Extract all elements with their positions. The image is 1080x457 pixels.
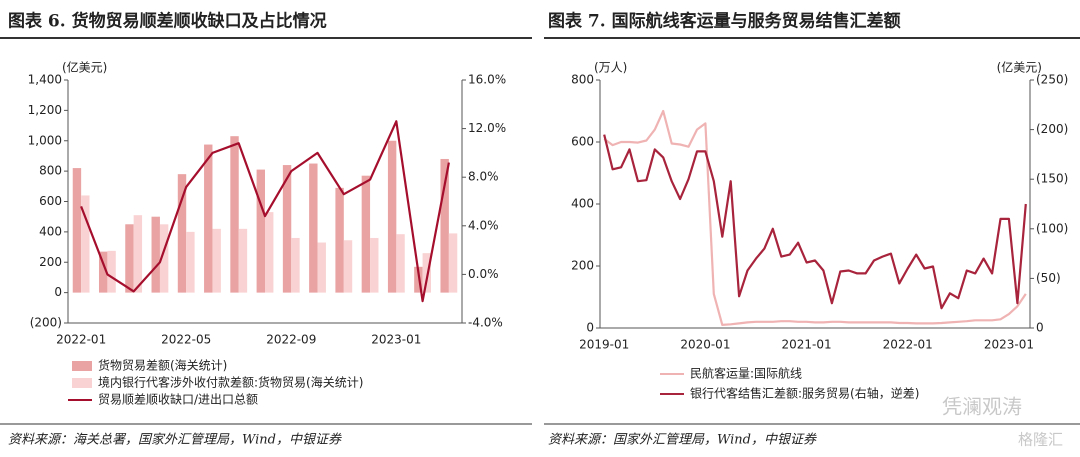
bar bbox=[265, 212, 274, 293]
y-tick-label: 400 bbox=[39, 224, 62, 238]
x-tick-label: 2020-01 bbox=[680, 338, 730, 352]
source: 资料来源：国家外汇管理局，Wind，中银证券 bbox=[548, 432, 817, 448]
watermark: 凭澜观涛 bbox=[942, 395, 1022, 419]
bar bbox=[335, 187, 344, 293]
bar bbox=[309, 163, 318, 293]
x-tick-label: 2019-01 bbox=[579, 338, 629, 352]
bar bbox=[212, 228, 221, 293]
y-tick-label: 0 bbox=[586, 321, 594, 335]
x-tick-label: 2022-01 bbox=[883, 338, 933, 352]
bar bbox=[291, 237, 300, 293]
line bbox=[80, 120, 450, 303]
x-tick-label: 2022-09 bbox=[266, 333, 316, 347]
line bbox=[603, 109, 1027, 326]
y2-tick-label: 16.0% bbox=[468, 73, 506, 87]
legend-label: 贸易顺差顺收缺口/进出口总额 bbox=[98, 392, 258, 407]
x-tick-label: 2023-01 bbox=[371, 333, 421, 347]
bar bbox=[343, 240, 353, 293]
bar bbox=[159, 224, 169, 293]
bar bbox=[370, 237, 379, 293]
y-tick-label: 200 bbox=[39, 255, 62, 269]
y-tick-label: (200) bbox=[30, 316, 62, 330]
y-tick-label: 800 bbox=[571, 73, 594, 87]
y-tick-label: 0 bbox=[54, 285, 62, 299]
bar bbox=[256, 169, 265, 293]
y-axis-label: (万人) bbox=[594, 61, 627, 75]
y-tick-label: 200 bbox=[571, 259, 594, 273]
y2-tick-label: 4.0% bbox=[468, 218, 499, 232]
x-tick-label: 2021-01 bbox=[781, 338, 831, 352]
bar bbox=[81, 195, 90, 293]
bar bbox=[133, 215, 143, 293]
bar bbox=[396, 234, 405, 293]
y2-tick-label: (50) bbox=[1036, 271, 1061, 285]
bar bbox=[72, 168, 82, 293]
bar bbox=[387, 140, 397, 293]
y2-tick-label: (200) bbox=[1036, 122, 1068, 136]
y2-tick-label: 0.0% bbox=[468, 267, 499, 281]
line bbox=[603, 134, 1027, 310]
y-tick-label: 1,400 bbox=[28, 73, 62, 87]
source: 资料来源：海关总署，国家外汇管理局，Wind，中银证券 bbox=[8, 432, 342, 448]
legend-swatch bbox=[72, 361, 92, 371]
bar bbox=[440, 158, 449, 293]
y-tick-label: 1,000 bbox=[28, 133, 62, 147]
x-tick-label: 2022-01 bbox=[56, 333, 106, 347]
bar bbox=[107, 250, 116, 293]
y2-tick-label: (250) bbox=[1036, 73, 1068, 87]
y-tick-label: 800 bbox=[39, 164, 62, 178]
bar bbox=[151, 216, 160, 293]
bar bbox=[238, 228, 248, 293]
legend-label: 民航客运量:国际航线 bbox=[690, 366, 802, 381]
legend-label: 境内银行代客涉外收付款差额:货物贸易(海关统计) bbox=[98, 375, 363, 390]
y-tick-label: 1,200 bbox=[28, 103, 62, 117]
y-tick-label: 600 bbox=[571, 135, 594, 149]
y2-axis-label: (亿美元) bbox=[997, 60, 1042, 75]
legend-label: 货物贸易差额(海关统计) bbox=[98, 358, 227, 373]
y-tick-label: 400 bbox=[571, 197, 594, 211]
watermark: 格隆汇 bbox=[1018, 431, 1063, 449]
bar bbox=[204, 144, 213, 293]
y2-tick-label: (100) bbox=[1036, 221, 1068, 235]
bar bbox=[448, 233, 458, 293]
y-axis-label: (亿美元) bbox=[62, 60, 107, 75]
y2-tick-label: 12.0% bbox=[468, 121, 506, 135]
bar bbox=[186, 231, 195, 293]
bar bbox=[422, 253, 432, 293]
y-tick-label: 600 bbox=[39, 194, 62, 208]
bar bbox=[98, 251, 108, 293]
y2-tick-label: 0 bbox=[1036, 321, 1044, 335]
bar bbox=[282, 165, 292, 293]
bar bbox=[361, 175, 371, 293]
chart-title: 图表 7. 国际航线客运量与服务贸易结售汇差额 bbox=[548, 11, 901, 32]
bar bbox=[317, 242, 326, 293]
x-tick-label: 2023-01 bbox=[984, 338, 1034, 352]
legend-label: 银行代客结售汇差额:服务贸易(右轴，逆差) bbox=[690, 386, 919, 401]
bar bbox=[230, 136, 239, 293]
x-tick-label: 2022-05 bbox=[161, 333, 211, 347]
y2-tick-label: -4.0% bbox=[468, 316, 503, 330]
y2-tick-label: 8.0% bbox=[468, 170, 499, 184]
y2-tick-label: (150) bbox=[1036, 172, 1068, 186]
bar bbox=[125, 224, 134, 293]
bar bbox=[177, 174, 187, 293]
chart-title: 图表 6. 货物贸易顺差顺收缺口及占比情况 bbox=[8, 11, 327, 32]
legend-swatch bbox=[72, 378, 92, 388]
